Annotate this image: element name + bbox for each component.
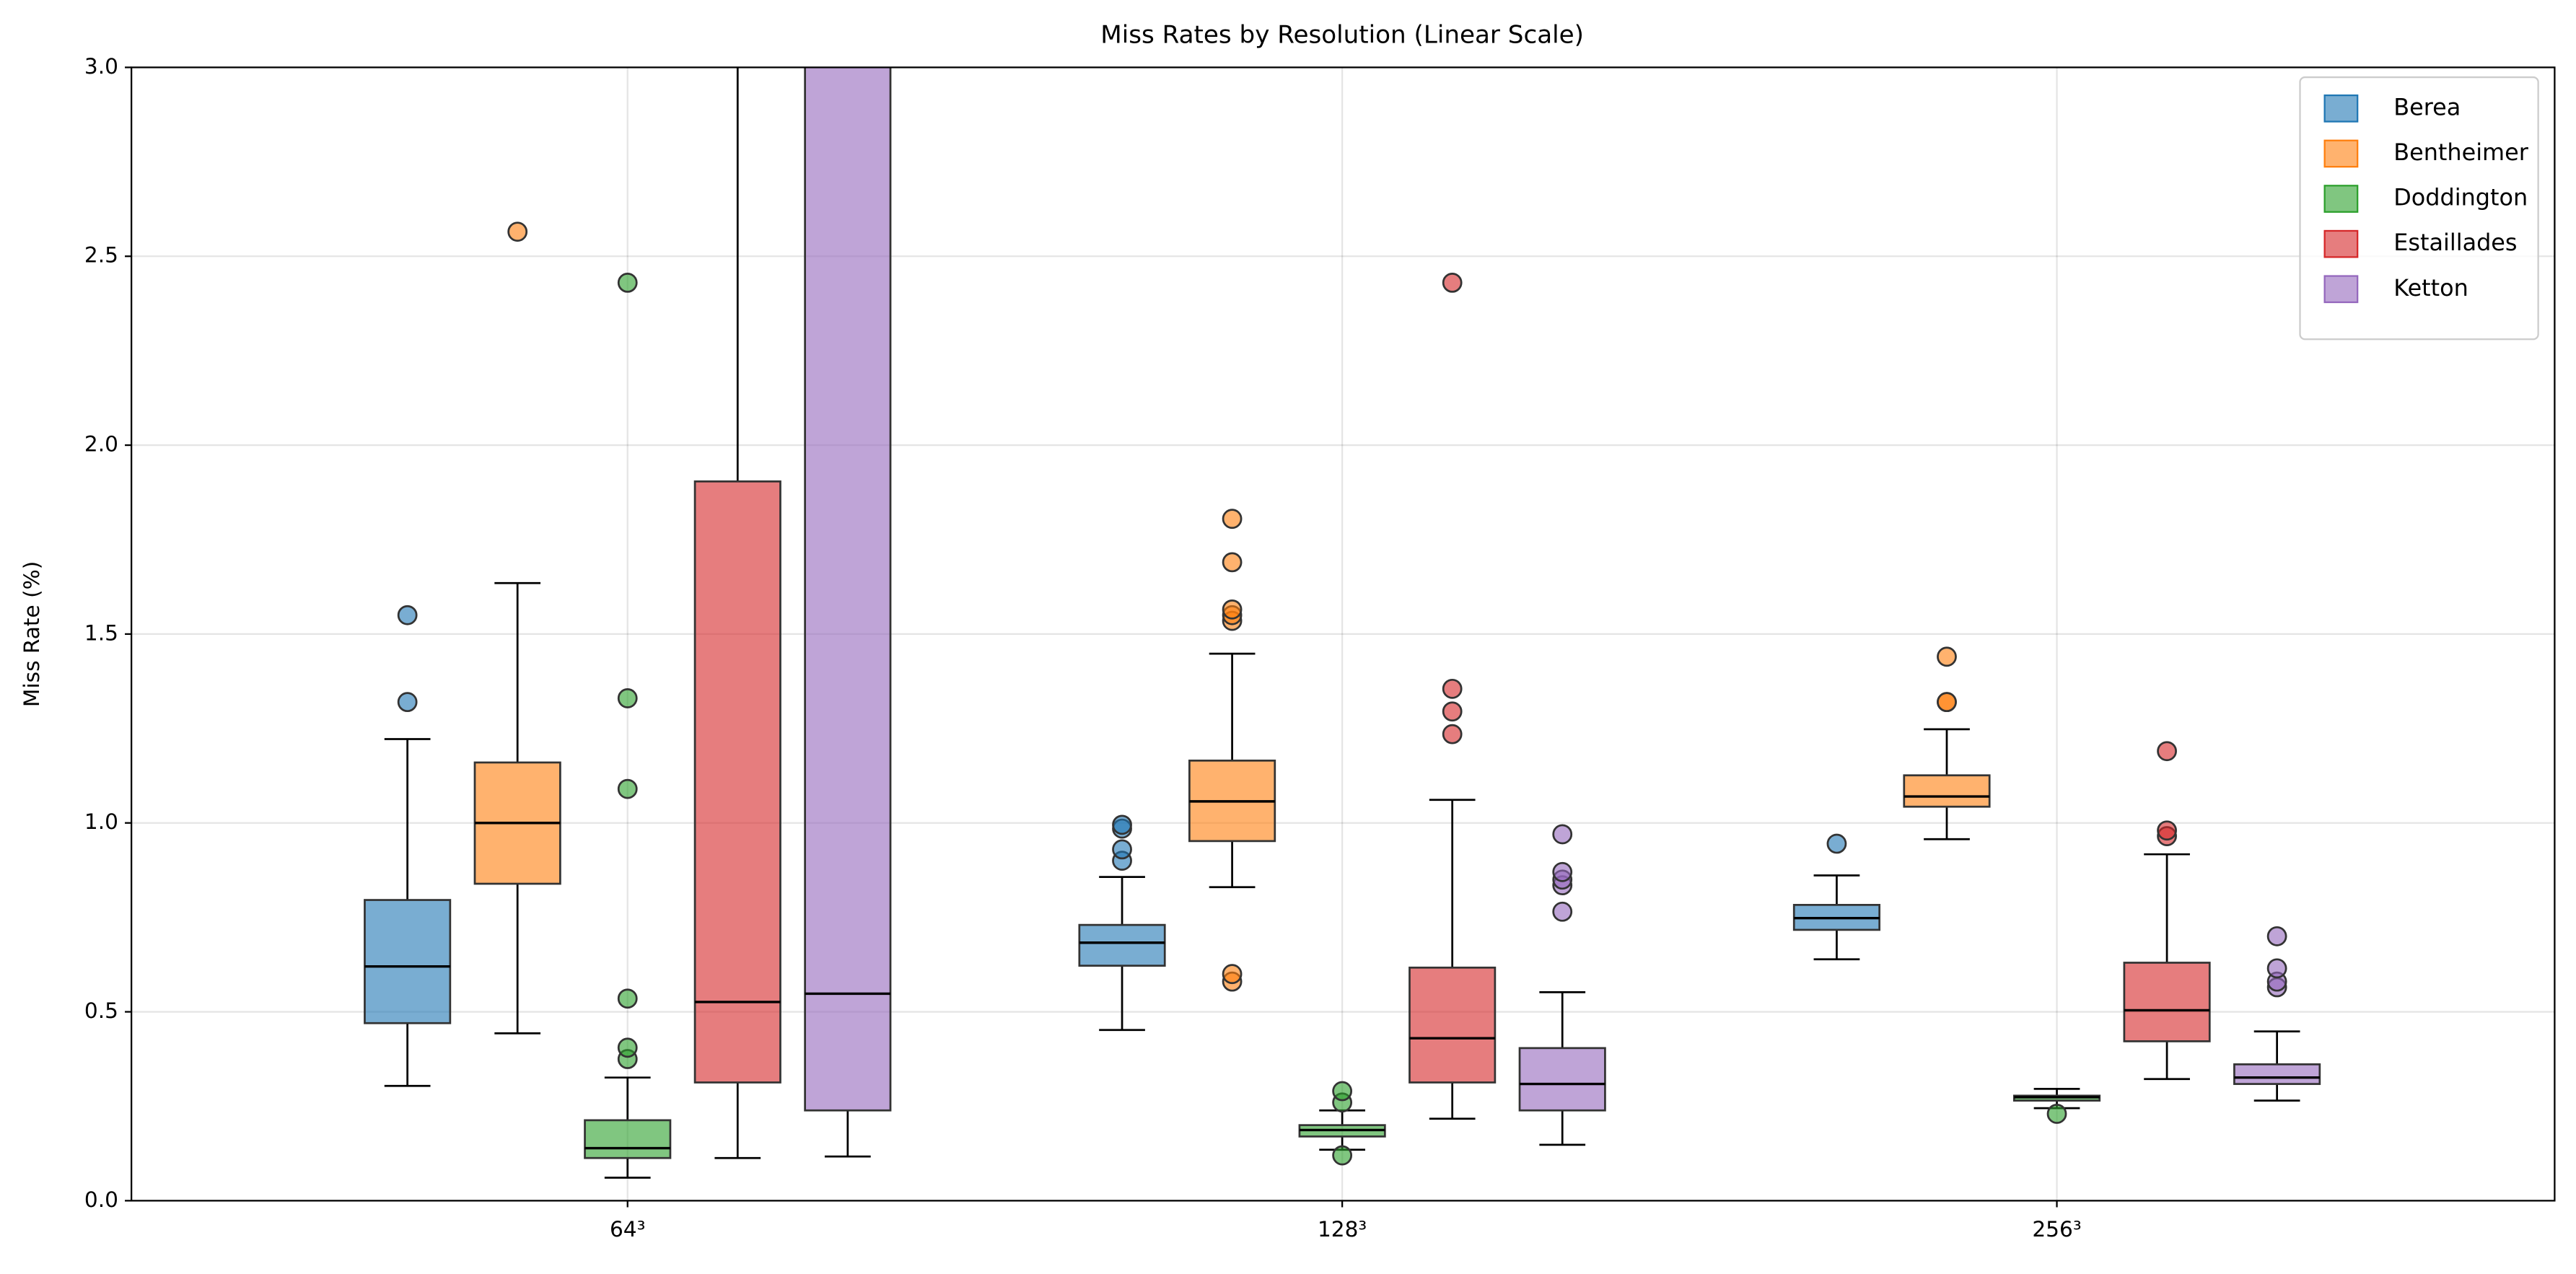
flier bbox=[2157, 820, 2177, 841]
legend-swatch bbox=[2323, 229, 2359, 258]
legend-label: Ketton bbox=[2393, 274, 2468, 302]
x-tick-label: 128³ bbox=[1318, 1217, 1367, 1242]
flier bbox=[1222, 552, 1243, 573]
flier bbox=[1222, 964, 1243, 985]
flier bbox=[1937, 692, 1957, 713]
flier bbox=[1937, 646, 1957, 667]
y-axis-label: Miss Rate (%) bbox=[19, 561, 44, 707]
flier bbox=[1552, 824, 1573, 845]
y-tick-label: 1.0 bbox=[84, 809, 118, 834]
flier bbox=[1332, 1081, 1353, 1102]
flier bbox=[617, 988, 638, 1009]
box bbox=[364, 899, 452, 1024]
legend-frame bbox=[2299, 76, 2539, 341]
y-tick-label: 2.5 bbox=[84, 243, 118, 268]
plot-area bbox=[364, 67, 2321, 1179]
flier bbox=[1552, 861, 1573, 882]
flier bbox=[1442, 701, 1463, 722]
flier bbox=[2046, 1104, 2067, 1124]
box bbox=[584, 1119, 672, 1159]
y-tick-label: 2.0 bbox=[84, 432, 118, 457]
flier bbox=[507, 221, 528, 242]
y-tick-label: 3.0 bbox=[84, 54, 118, 79]
x-tick-label: 64³ bbox=[610, 1217, 646, 1242]
flier bbox=[1442, 273, 1463, 293]
legend-label: Estaillades bbox=[2393, 229, 2517, 256]
flier bbox=[1552, 901, 1573, 922]
legend-swatch bbox=[2323, 275, 2359, 304]
flier bbox=[1222, 509, 1243, 530]
box bbox=[1903, 774, 1991, 808]
flier bbox=[1222, 599, 1243, 620]
flier bbox=[2266, 926, 2287, 946]
flier bbox=[617, 688, 638, 708]
legend-label: Berea bbox=[2393, 93, 2461, 120]
box bbox=[2233, 1063, 2321, 1085]
x-tick-label: 256³ bbox=[2032, 1217, 2081, 1242]
flier bbox=[617, 778, 638, 799]
y-tick-label: 1.5 bbox=[84, 620, 118, 645]
flier bbox=[397, 692, 418, 713]
axes: 0.0 0.5 1.0 1.5 2.0 2.5 3.0 64³ 128³ 256³ bbox=[84, 54, 2082, 1242]
legend-swatch bbox=[2323, 94, 2359, 123]
flier bbox=[1442, 724, 1463, 744]
flier bbox=[2266, 958, 2287, 979]
legend-swatch bbox=[2323, 139, 2359, 168]
box bbox=[804, 67, 892, 1112]
box bbox=[1518, 1047, 1606, 1112]
flier bbox=[617, 1037, 638, 1058]
box bbox=[693, 480, 781, 1084]
y-tick-label: 0.0 bbox=[84, 1187, 118, 1212]
chart-title: Miss Rates by Resolution (Linear Scale) bbox=[1100, 21, 1584, 50]
box bbox=[2123, 962, 2211, 1042]
legend-label: Doddington bbox=[2393, 184, 2528, 211]
flier bbox=[2157, 741, 2177, 762]
flier bbox=[1112, 839, 1132, 860]
flier bbox=[1332, 1145, 1353, 1166]
box bbox=[1409, 966, 1497, 1084]
legend-swatch bbox=[2323, 185, 2359, 213]
legend: Berea Bentheimer Doddington Estaillades Kett… bbox=[2299, 76, 2539, 341]
legend-label: Bentheimer bbox=[2393, 139, 2528, 166]
flier bbox=[1826, 833, 1847, 854]
flier bbox=[397, 605, 418, 625]
flier bbox=[617, 273, 638, 293]
box bbox=[1078, 923, 1166, 967]
flier bbox=[1442, 678, 1463, 699]
flier bbox=[1112, 814, 1132, 835]
y-tick-label: 0.5 bbox=[84, 998, 118, 1023]
